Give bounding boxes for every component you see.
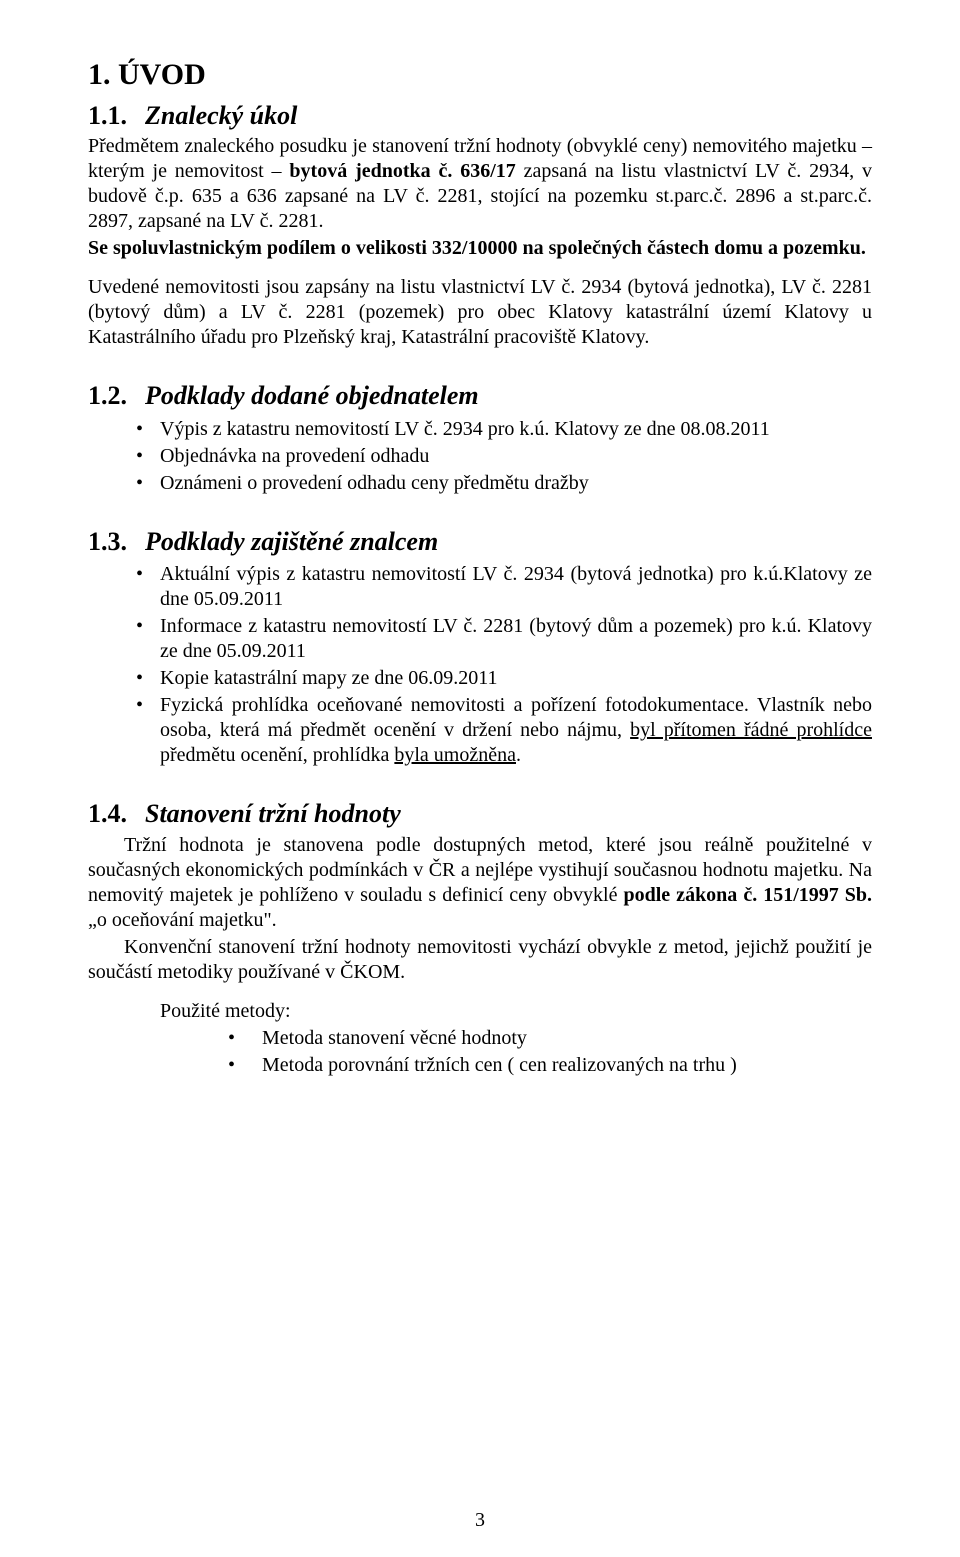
s3-i4-mid: předmětu ocenění, prohlídka: [160, 744, 394, 766]
list-item: Metoda porovnání tržních cen ( cen reali…: [228, 1053, 872, 1078]
heading-1-3-num: 1.3.: [88, 526, 127, 559]
heading-1-4-text: Stanovení tržní hodnoty: [145, 798, 401, 831]
heading-1-2-num: 1.2.: [88, 380, 127, 413]
page-number: 3: [0, 1508, 960, 1533]
section-1-4: 1.4. Stanovení tržní hodnoty Tržní hodno…: [88, 796, 872, 1078]
heading-1-4: 1.4. Stanovení tržní hodnoty: [88, 796, 872, 833]
list-item: Výpis z katastru nemovitostí LV č. 2934 …: [136, 417, 872, 442]
heading-1-1: 1.1. Znalecký úkol: [88, 98, 872, 135]
list-item: Objednávka na provedení odhadu: [136, 444, 872, 469]
s3-list: Aktuální výpis z katastru nemovitostí LV…: [88, 562, 872, 768]
heading-1-1-text: Znalecký úkol: [145, 100, 297, 133]
heading-1-2: 1.2. Podklady dodané objednatelem: [88, 378, 872, 415]
list-item: Metoda stanovení věcné hodnoty: [228, 1026, 872, 1051]
section-1-3: 1.3. Podklady zajištěné znalcem Aktuální…: [88, 524, 872, 769]
list-item: Kopie katastrální mapy ze dne 06.09.2011: [136, 666, 872, 691]
s2-list: Výpis z katastru nemovitostí LV č. 2934 …: [88, 417, 872, 496]
heading-1-2-text: Podklady dodané objednatelem: [145, 380, 479, 413]
heading-1-3: 1.3. Podklady zajištěné znalcem: [88, 524, 872, 561]
s1-p1b: bytová jednotka č. 636/17: [289, 160, 515, 182]
s1-para1: Předmětem znaleckého posudku je stanoven…: [88, 134, 872, 234]
s1-para2: Uvedené nemovitosti jsou zapsány na list…: [88, 275, 872, 350]
s1-para1d: Se spoluvlastnickým podílem o velikosti …: [88, 236, 872, 261]
heading-uvod: 1. ÚVOD: [88, 56, 872, 94]
heading-1-4-num: 1.4.: [88, 798, 127, 831]
list-item: Informace z katastru nemovitostí LV č. 2…: [136, 614, 872, 664]
list-item: Oznámeni o provedení odhadu ceny předmět…: [136, 471, 872, 496]
s1-p1d: Se spoluvlastnickým podílem o velikosti …: [88, 237, 866, 259]
list-item: Aktuální výpis z katastru nemovitostí LV…: [136, 562, 872, 612]
section-uvod: 1. ÚVOD 1.1. Znalecký úkol Předmětem zna…: [88, 56, 872, 350]
heading-1-1-num: 1.1.: [88, 100, 127, 133]
s4-p1c: „o oceňování majetku".: [88, 909, 277, 931]
section-1-2: 1.2. Podklady dodané objednatelem Výpis …: [88, 378, 872, 496]
s4-p1b: podle zákona č. 151/1997 Sb.: [624, 884, 873, 906]
s3-i4-post: .: [516, 744, 521, 766]
s4-methods-list: Metoda stanovení věcné hodnoty Metoda po…: [88, 1026, 872, 1078]
heading-1-3-text: Podklady zajištěné znalcem: [145, 526, 438, 559]
list-item: Fyzická prohlídka oceňované nemovitosti …: [136, 693, 872, 768]
s3-i4-u1: byl přítomen řádné prohlídce: [630, 719, 872, 741]
document-page: 1. ÚVOD 1.1. Znalecký úkol Předmětem zna…: [0, 0, 960, 1557]
s4-methods-label: Použité metody:: [88, 999, 872, 1024]
s4-para1: Tržní hodnota je stanovena podle dostupn…: [88, 833, 872, 933]
s4-para2: Konvenční stanovení tržní hodnoty nemovi…: [88, 935, 872, 985]
s3-i4-u2: byla umožněna: [394, 744, 516, 766]
